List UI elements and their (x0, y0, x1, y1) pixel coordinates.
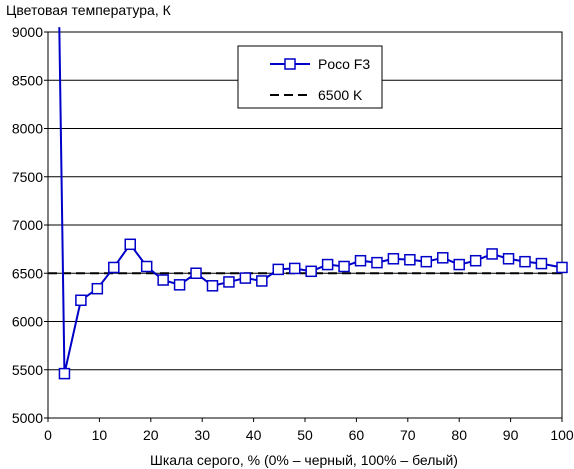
data-point (190, 267, 202, 279)
legend: Poco F3 6500 K (237, 45, 383, 109)
data-point (437, 252, 449, 264)
data-point (272, 263, 285, 276)
data-point (321, 258, 334, 271)
data-point (305, 265, 317, 278)
data-point (288, 262, 301, 275)
legend-box (237, 45, 383, 109)
y-tick-label: 7500 (12, 169, 43, 185)
x-tick-label: 40 (246, 427, 262, 443)
x-tick-label: 10 (92, 427, 108, 443)
x-tick-label: 20 (143, 427, 159, 443)
data-point (108, 261, 120, 274)
data-point (173, 279, 186, 291)
y-tick-label: 8500 (12, 72, 43, 88)
x-tick-label: 80 (451, 427, 467, 443)
x-tick-label: 100 (550, 427, 574, 443)
y-tick-label: 6000 (12, 314, 43, 330)
data-point (453, 258, 465, 271)
data-point (75, 294, 87, 307)
y-axis-label: Цветовая температура, К (6, 2, 172, 18)
data-point (124, 238, 136, 251)
y-tick-label: 5000 (12, 410, 43, 426)
series-markers (58, 238, 568, 380)
data-point (556, 261, 568, 274)
y-tick-label: 9000 (12, 24, 43, 40)
data-point (338, 260, 350, 273)
data-point (404, 253, 416, 266)
data-point (206, 280, 219, 292)
y-axis-ticks: 5000 5500 6000 6500 7000 7500 8000 8500 9000 (12, 24, 48, 426)
data-point (91, 282, 104, 295)
data-point (354, 254, 367, 267)
data-point (502, 253, 515, 265)
x-tick-label: 30 (194, 427, 210, 443)
data-point (519, 255, 531, 268)
data-point (371, 256, 383, 269)
data-point (469, 254, 482, 267)
data-point (157, 274, 169, 286)
x-axis-label: Шкала серого, % (0% – черный, 100% – бел… (150, 452, 458, 468)
x-tick-label: 50 (297, 427, 313, 443)
data-point (223, 276, 235, 288)
y-tick-label: 6500 (12, 265, 43, 281)
y-tick-label: 8000 (12, 121, 43, 137)
y-tick-label: 5500 (12, 362, 43, 378)
data-point (420, 255, 433, 268)
legend-marker-poco-f3 (284, 58, 296, 70)
data-point (58, 367, 71, 380)
data-point (486, 248, 498, 260)
x-axis-ticks: 0 10 20 30 40 50 60 70 80 90 100 (44, 418, 574, 443)
x-tick-label: 60 (349, 427, 365, 443)
legend-label-6500k: 6500 K (318, 87, 363, 103)
y-tick-label: 7000 (12, 217, 43, 233)
x-tick-label: 70 (400, 427, 416, 443)
data-point (140, 260, 153, 273)
x-tick-label: 0 (44, 427, 52, 443)
data-point (256, 275, 268, 287)
data-point (387, 253, 400, 265)
data-point (239, 272, 252, 284)
legend-label-poco-f3: Poco F3 (318, 56, 370, 72)
data-point (535, 257, 548, 270)
x-tick-label: 90 (503, 427, 519, 443)
